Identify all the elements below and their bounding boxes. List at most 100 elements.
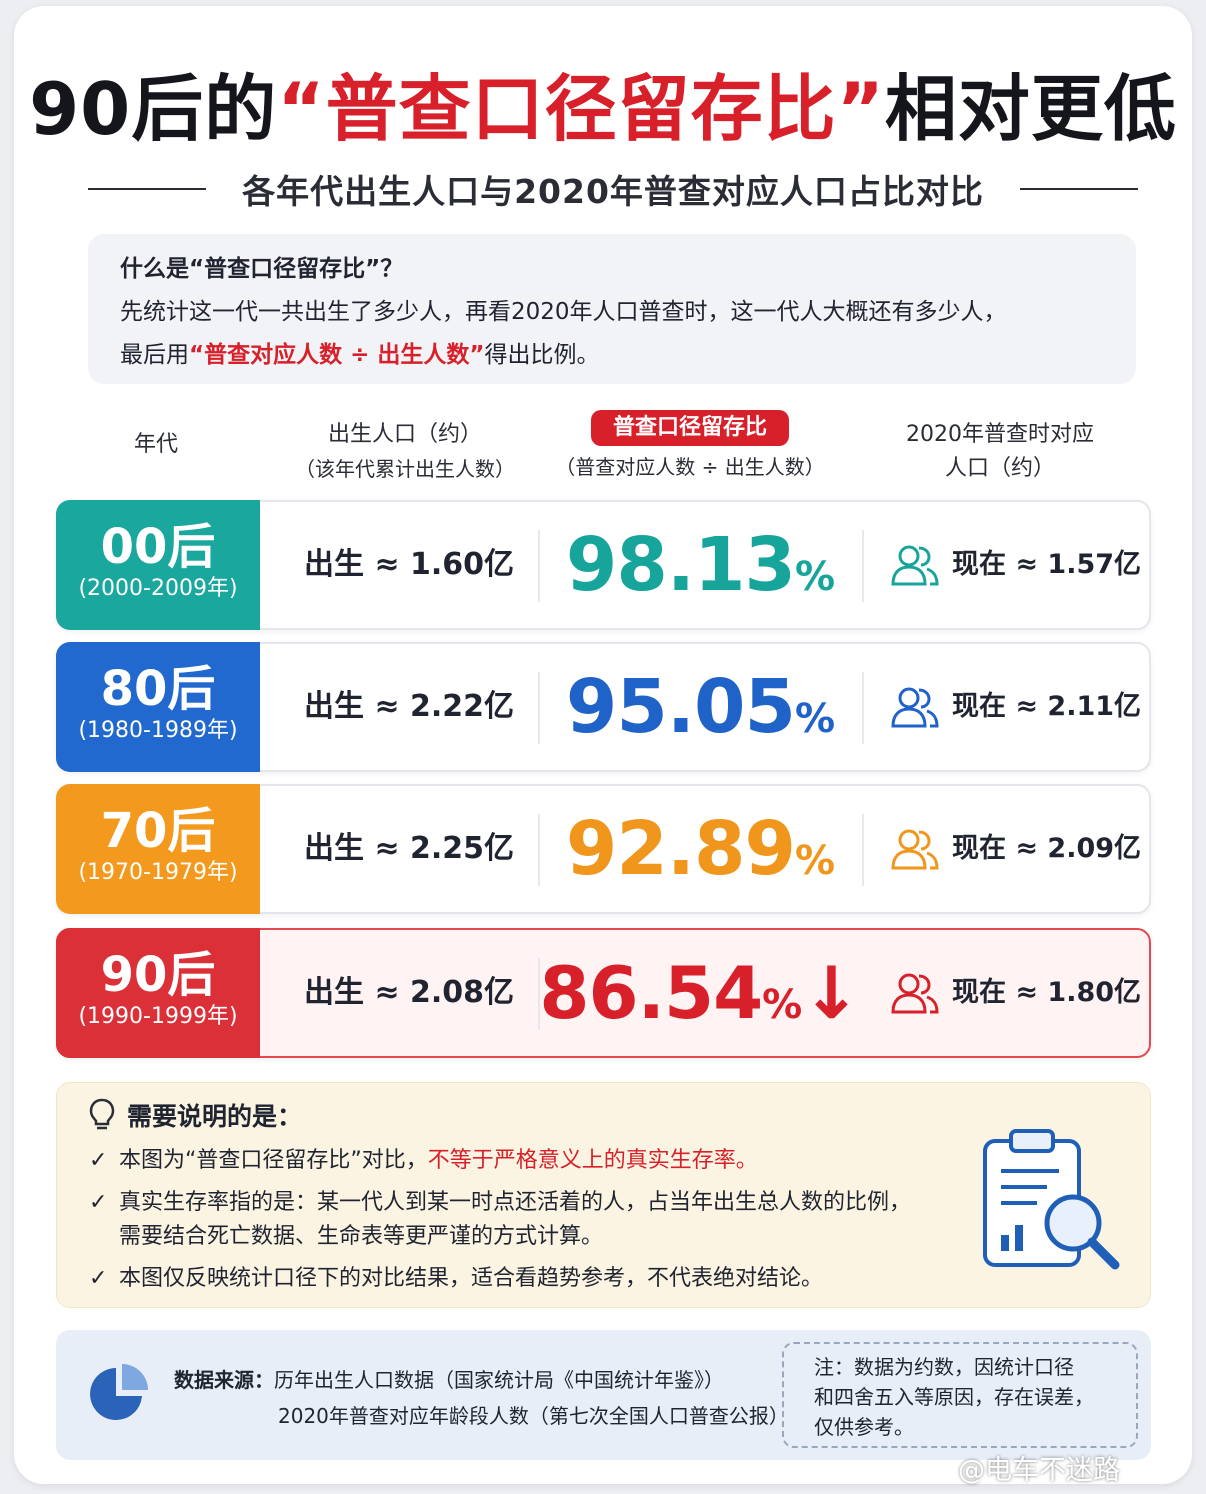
header-census-sub: 人口（约）: [944, 456, 1055, 481]
census-text: 现在 ≈ 2.11亿: [952, 691, 1142, 722]
people-icon: [891, 973, 939, 1014]
ratio-value: 92.89%: [538, 786, 862, 912]
divider: [538, 530, 540, 602]
note-2-text: 真实生存率指的是：某一代人到某一时点还活着的人，占当年出生总人数的比例，: [119, 1190, 912, 1215]
ratio-number: 92.89: [565, 806, 796, 892]
ratio-unit: %: [795, 554, 835, 600]
era-label: 80后: [100, 661, 216, 717]
source-line2: 2020年普查对应年龄段人数（第七次全国人口普查公报）: [278, 1404, 789, 1428]
header-census: 2020年普查时对应 人口（约）: [880, 418, 1120, 486]
note-item-1: ✓ 本图为“普查口径留存比”对比，不等于严格意义上的真实生存率。: [89, 1143, 758, 1179]
born-value: 出生 ≈ 2.25亿: [304, 831, 515, 866]
census-value: 现在 ≈ 2.11亿: [890, 644, 1141, 770]
born-value: 出生 ≈ 2.08亿: [304, 975, 515, 1010]
source-text: 数据来源：历年出生人口数据（国家统计局《中国统计年鉴》） 2020年普查对应年龄…: [174, 1362, 789, 1434]
divider: [538, 814, 540, 886]
ratio-value: 98.13%: [538, 502, 862, 628]
header-era: 年代: [100, 428, 212, 462]
header-ratio-pill: 普查口径留存比: [590, 410, 789, 446]
check-icon: ✓: [89, 1190, 108, 1215]
ratio-unit: %: [795, 696, 835, 742]
divider: [862, 814, 864, 886]
era-range: (2000-2009年): [78, 576, 238, 601]
era-label: 70后: [100, 803, 216, 859]
era-label: 00后: [100, 519, 216, 575]
row-70s: 70后 (1970-1979年) 出生 ≈ 2.25亿 92.89% 现在 ≈ …: [56, 784, 1151, 914]
down-arrow-icon: ↓: [801, 951, 861, 1035]
ratio-unit: %: [762, 982, 802, 1028]
note-3-text: 本图仅反映统计口径下的对比结果，适合看趋势参考，不代表绝对结论。: [119, 1266, 824, 1291]
people-icon: [891, 687, 939, 728]
header-birth-sub: （该年代累计出生人数）: [295, 457, 515, 481]
ratio-value: 86.54%↓: [538, 930, 862, 1056]
check-icon: ✓: [89, 1266, 108, 1291]
note-1-warning: 不等于严格意义上的真实生存率。: [427, 1148, 758, 1173]
header-birth-title: 出生人口（约）: [327, 422, 482, 447]
census-text: 现在 ≈ 2.09亿: [952, 833, 1142, 864]
census-text: 现在 ≈ 1.57亿: [952, 549, 1142, 580]
people-icon: [891, 829, 939, 870]
era-badge: 90后 (1990-1999年): [56, 928, 260, 1058]
row-80s: 80后 (1980-1989年) 出生 ≈ 2.22亿 95.05% 现在 ≈ …: [56, 642, 1151, 772]
header-era-label: 年代: [133, 432, 178, 457]
definition-line2-prefix: 最后用: [120, 342, 189, 368]
source-line1: 历年出生人口数据（国家统计局《中国统计年鉴》）: [274, 1368, 724, 1392]
divider: [862, 672, 864, 744]
divider: [862, 530, 864, 602]
census-value: 现在 ≈ 1.57亿: [890, 502, 1141, 628]
era-badge: 70后 (1970-1979年): [56, 784, 260, 914]
header-ratio: 普查口径留存比 （普查对应人数 ÷ 出生人数）: [540, 410, 840, 484]
title-part2: 相对更低: [884, 67, 1177, 151]
divider: [538, 958, 540, 1030]
note-item-3: ✓ 本图仅反映统计口径下的对比结果，适合看趋势参考，不代表绝对结论。: [89, 1261, 823, 1297]
source-box: 数据来源：历年出生人口数据（国家统计局《中国统计年鉴》） 2020年普查对应年龄…: [56, 1330, 1151, 1460]
divider: [538, 672, 540, 744]
definition-formula: “普查对应人数 ÷ 出生人数”: [189, 342, 485, 368]
row-90s: 90后 (1990-1999年) 出生 ≈ 2.08亿 86.54%↓ 现在 ≈…: [56, 928, 1151, 1058]
watermark: @电车不迷路: [958, 1455, 1120, 1486]
subtitle-left-rule: [88, 188, 206, 190]
era-range: (1980-1989年): [78, 718, 238, 743]
header-census-title: 2020年普查时对应: [906, 422, 1094, 447]
census-value: 现在 ≈ 2.09亿: [890, 786, 1141, 912]
page-title: 90后的“普查口径留存比”相对更低: [0, 50, 1206, 155]
definition-line2-suffix: 得出比例。: [484, 342, 600, 368]
disclaimer-line1: 注：数据为约数，因统计口径: [814, 1355, 1074, 1379]
definition-question: 什么是“普查口径留存比”？: [120, 256, 404, 282]
definition-box: 什么是“普查口径留存比”？ 先统计这一代一共出生了多少人，再看2020年人口普查…: [88, 234, 1136, 384]
check-icon: ✓: [89, 1148, 108, 1173]
header-birth: 出生人口（约） （该年代累计出生人数）: [280, 418, 530, 486]
ratio-unit: %: [795, 838, 835, 884]
disclaimer-note: 注：数据为约数，因统计口径 和四舍五入等原因，存在误差， 仅供参考。: [782, 1342, 1138, 1448]
people-icon: [891, 545, 939, 586]
census-value: 现在 ≈ 1.80亿: [890, 930, 1141, 1056]
ratio-number: 98.13: [565, 522, 796, 608]
note-item-2: ✓ 真实生存率指的是：某一代人到某一时点还活着的人，占当年出生总人数的比例，: [89, 1185, 911, 1221]
pie-chart-icon: [90, 1364, 148, 1420]
notes-heading-text: 需要说明的是：: [127, 1102, 303, 1131]
notes-heading: 需要说明的是：: [89, 1097, 302, 1133]
subtitle-right-rule: [1019, 188, 1138, 190]
disclaimer-line2: 和四舍五入等原因，存在误差，: [814, 1385, 1094, 1409]
definition-line1: 先统计这一代一共出生了多少人，再看2020年人口普查时，这一代人大概还有多少人，: [120, 299, 1007, 325]
lightbulb-icon: [89, 1098, 115, 1130]
ratio-number: 95.05: [565, 664, 796, 750]
subtitle: 各年代出生人口与2020年普查对应人口占比对比: [242, 172, 984, 211]
notes-box: 需要说明的是： ✓ 本图为“普查口径留存比”对比，不等于严格意义上的真实生存率。 …: [56, 1082, 1151, 1308]
era-label: 90后: [100, 947, 216, 1003]
title-highlight: “普查口径留存比”: [277, 67, 885, 151]
disclaimer-line3: 仅供参考。: [814, 1415, 914, 1439]
ratio-value: 95.05%: [538, 644, 862, 770]
era-range: (1970-1979年): [78, 860, 238, 885]
era-badge: 00后 (2000-2009年): [56, 500, 260, 630]
title-part1: 90后的: [29, 67, 278, 151]
header-ratio-sub: （普查对应人数 ÷ 出生人数）: [555, 455, 825, 479]
era-range: (1990-1999年): [78, 1004, 238, 1029]
note-item-2-cont: 需要结合死亡数据、生命表等更严谨的方式计算。: [119, 1224, 604, 1249]
born-value: 出生 ≈ 1.60亿: [304, 547, 515, 582]
era-badge: 80后 (1980-1989年): [56, 642, 260, 772]
row-00s: 00后 (2000-2009年) 出生 ≈ 1.60亿 98.13% 现在 ≈ …: [56, 500, 1151, 630]
definition-line2: 最后用“普查对应人数 ÷ 出生人数”得出比例。: [120, 334, 1104, 377]
report-magnifier-icon: [983, 1129, 1120, 1270]
note-1-text: 本图为“普查口径留存比”对比，: [119, 1148, 428, 1173]
